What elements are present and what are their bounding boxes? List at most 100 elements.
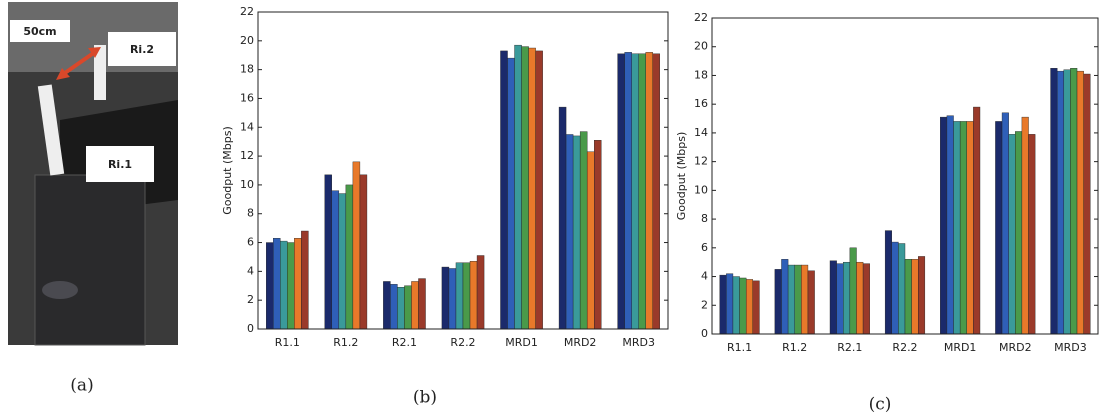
y-tick-label: 14 [240, 120, 254, 133]
y-tick-label: 6 [247, 236, 254, 249]
bar [528, 47, 536, 330]
plot-frame [711, 17, 1099, 335]
photo-label: Ri.2 [130, 43, 154, 56]
bar [1056, 70, 1065, 335]
bar [645, 52, 653, 330]
bar [918, 256, 926, 335]
bar [940, 116, 948, 335]
bar [469, 261, 478, 330]
bar [404, 285, 412, 330]
bar [801, 264, 809, 335]
x-tick-label: R2.2 [450, 336, 475, 349]
x-tick-label: R1.1 [727, 341, 752, 354]
y-tick-label: 4 [247, 264, 254, 277]
bar [352, 161, 361, 330]
y-tick-label: 4 [701, 270, 708, 283]
bar [843, 261, 851, 335]
bar [521, 46, 529, 330]
bar [1050, 68, 1058, 335]
bar [418, 278, 426, 330]
y-tick-label: 20 [694, 40, 708, 53]
photo: 50cm Ri.2 Ri.1 [8, 2, 178, 346]
bar [1063, 69, 1071, 335]
photo-label-box [10, 20, 70, 42]
bar [732, 276, 740, 335]
x-tick-label: MRD2 [999, 341, 1032, 354]
bar [359, 174, 368, 330]
bar [624, 52, 632, 330]
bar [462, 262, 471, 330]
bar [514, 44, 522, 330]
bar [856, 261, 864, 335]
bar [911, 259, 919, 335]
x-tick-label: R1.1 [275, 336, 300, 349]
x-tick-label: MRD1 [505, 336, 538, 349]
x-tick-label: MRD3 [622, 336, 655, 349]
y-tick-label: 14 [694, 126, 708, 139]
y-tick-label: 0 [247, 322, 254, 335]
bar [1008, 134, 1016, 335]
bar [535, 50, 543, 330]
bar [441, 266, 450, 330]
bar [862, 263, 870, 335]
bar [774, 269, 782, 335]
plot-frame [257, 11, 669, 330]
bar [995, 121, 1003, 335]
bar [781, 259, 789, 335]
photo-antenna [94, 45, 106, 100]
bar [1083, 73, 1091, 335]
bar [1028, 134, 1036, 335]
y-tick-label: 10 [694, 183, 708, 196]
y-tick-label: 10 [240, 178, 254, 191]
y-tick-label: 8 [247, 207, 254, 220]
bar [638, 53, 646, 330]
bar [631, 53, 639, 330]
bar [397, 287, 405, 330]
bar [884, 230, 892, 335]
y-tick-label: 20 [240, 34, 254, 47]
bar [745, 279, 754, 335]
bar [726, 273, 734, 335]
bar [829, 260, 837, 335]
photo-arrow [60, 50, 97, 77]
bar [455, 262, 464, 330]
bar [966, 121, 974, 335]
bar [752, 280, 760, 335]
bar [1076, 70, 1084, 335]
y-tick-label: 12 [240, 149, 254, 162]
bar [558, 106, 567, 330]
x-tick-label: R2.1 [392, 336, 417, 349]
photo-label: Ri.1 [108, 158, 132, 171]
bar [787, 264, 795, 335]
x-tick-label: MRD2 [564, 336, 597, 349]
x-tick-label: R2.1 [837, 341, 862, 354]
y-tick-label: 12 [694, 155, 708, 168]
bar [739, 277, 747, 335]
y-tick-label: 18 [240, 63, 254, 76]
bar [287, 242, 295, 330]
bar [476, 255, 485, 330]
bar [891, 241, 899, 335]
bar [849, 247, 857, 335]
bar [345, 184, 354, 330]
bar [617, 53, 625, 330]
x-tick-label: R2.2 [892, 341, 917, 354]
bar [579, 131, 588, 330]
y-axis-label: Goodput (Mbps) [675, 132, 688, 221]
bar [500, 50, 508, 330]
bar [266, 242, 274, 330]
bar [572, 135, 581, 330]
bar [898, 243, 906, 335]
bar [301, 230, 309, 330]
bar [507, 57, 515, 330]
photo-arrowhead [56, 68, 70, 80]
y-tick-label: 8 [701, 212, 708, 225]
bar [411, 281, 419, 330]
x-tick-label: R1.2 [782, 341, 807, 354]
caption: (c) [869, 395, 892, 415]
y-tick-label: 16 [694, 97, 708, 110]
caption: (a) [70, 376, 93, 396]
bar [448, 268, 457, 330]
caption: (b) [413, 388, 437, 408]
